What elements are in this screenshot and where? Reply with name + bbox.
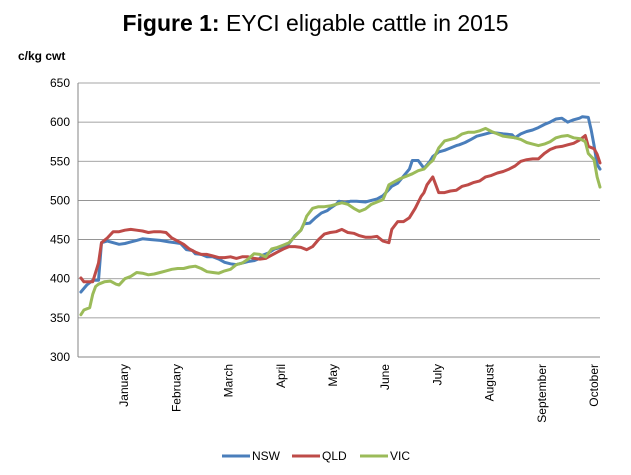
y-tick-label: 300	[50, 350, 70, 364]
series-line-vic	[79, 126, 602, 317]
y-tick-label: 400	[50, 272, 70, 286]
legend-label-vic: VIC	[390, 449, 410, 463]
x-tick-label: April	[274, 364, 288, 388]
series-lines	[79, 115, 602, 317]
x-tick-label: March	[222, 364, 236, 397]
y-tick-label: 500	[50, 193, 70, 207]
y-axis-label: c/kg cwt	[18, 49, 65, 63]
x-tick-label: June	[378, 364, 392, 390]
legend-label-nsw: NSW	[252, 449, 281, 463]
axes	[77, 83, 600, 358]
y-tick-label: 650	[50, 76, 70, 90]
x-tick-label: August	[483, 363, 497, 401]
legend-label-qld: QLD	[322, 449, 347, 463]
chart-title-label: Figure 1:	[122, 10, 220, 36]
x-axis-ticks: January February March April May June July Augu…	[117, 363, 601, 422]
legend: NSW QLD VIC	[222, 449, 410, 463]
x-tick-label: May	[326, 364, 340, 387]
y-tick-label: 450	[50, 233, 70, 247]
y-tick-label: 550	[50, 154, 70, 168]
y-tick-label: 600	[50, 115, 70, 129]
x-tick-label: July	[430, 364, 444, 385]
chart-title: Figure 1: EYCI eligable cattle in 2015	[0, 10, 631, 37]
series-line-qld	[79, 134, 602, 284]
y-tick-label: 350	[50, 311, 70, 325]
chart-title-text: EYCI eligable cattle in 2015	[225, 10, 509, 36]
x-tick-label: September	[535, 364, 549, 423]
gridlines	[78, 82, 600, 319]
y-axis-ticks: 300 350 400 450 500 550 600 650	[50, 76, 70, 364]
x-tick-label: February	[169, 364, 183, 412]
x-tick-label: October	[587, 364, 601, 407]
x-tick-label: January	[117, 364, 131, 407]
